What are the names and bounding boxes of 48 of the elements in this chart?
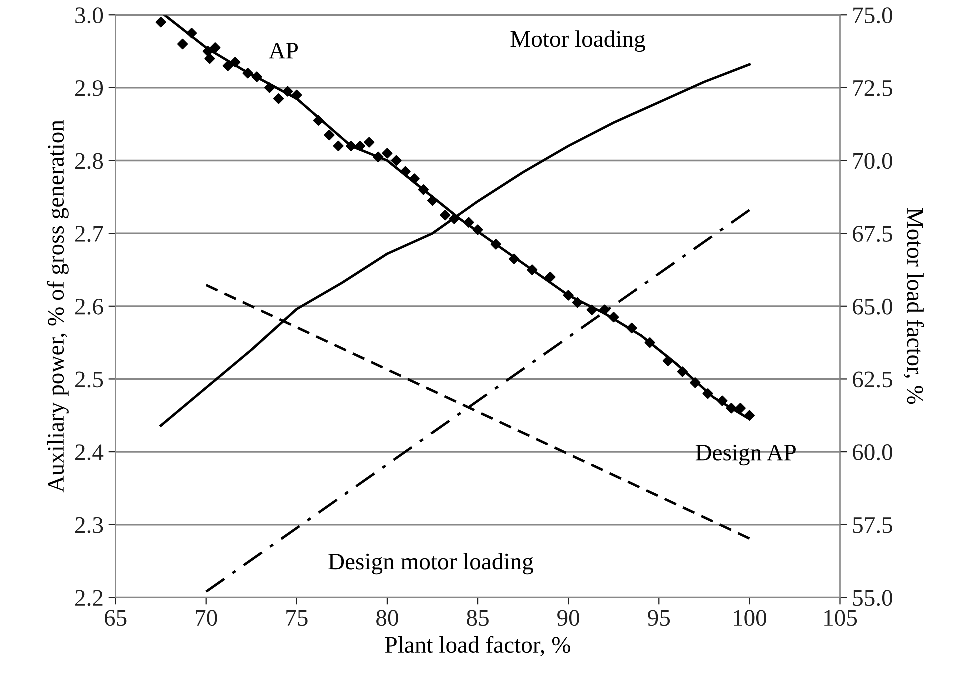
annotation: Motor loading <box>510 30 646 52</box>
x-tick-label: 95 <box>648 610 670 626</box>
y2-axis-title: Motor load factor, % <box>904 208 924 404</box>
y-tick-label: 2.6 <box>76 298 104 315</box>
y-tick-label: 2.9 <box>76 80 104 96</box>
y-tick-label: 2.2 <box>76 590 103 606</box>
y2-tick-label: 62.5 <box>853 372 892 388</box>
point <box>364 137 375 148</box>
point <box>440 210 451 221</box>
x-tick-label: 100 <box>734 610 766 626</box>
x-tick-label: 105 <box>824 610 858 626</box>
point <box>204 54 216 64</box>
x-tick-label: 70 <box>196 610 218 626</box>
annotation: AP <box>269 43 298 59</box>
x-tick-label: 65 <box>105 610 127 626</box>
y2-tick-label: 60.0 <box>853 444 892 461</box>
y-tick-label: 2.7 <box>76 226 104 242</box>
y2-tick-label: 67.5 <box>853 226 892 242</box>
point <box>156 17 166 28</box>
x-tick-label: 90 <box>558 610 580 626</box>
point <box>210 42 221 54</box>
point <box>273 94 284 104</box>
y-tick-label: 3.0 <box>76 8 104 24</box>
point <box>178 38 188 50</box>
y-axis-title: Auxiliary power, % of gross generation <box>47 120 69 493</box>
y2-tick-label: 75.0 <box>854 8 892 24</box>
annotation: Design AP <box>696 444 796 466</box>
point <box>391 155 402 166</box>
y-tick-label: 2.8 <box>76 153 104 170</box>
point <box>382 148 393 159</box>
x-tick-label: 80 <box>376 610 398 626</box>
y2-tick-label: 72.5 <box>854 80 892 96</box>
y2-tick-label: 55.0 <box>853 590 892 606</box>
point <box>324 130 335 141</box>
annotation: Design motor loading <box>328 553 534 575</box>
y2-tick-label: 70.0 <box>854 153 892 170</box>
y-tick-label: 2.4 <box>76 444 104 461</box>
point <box>735 403 746 414</box>
y2-tick-label: 65.0 <box>853 298 892 315</box>
x-axis-title: Plant load factor, % <box>385 636 571 656</box>
point <box>222 60 234 72</box>
point <box>333 140 344 152</box>
x-tick-label: 85 <box>467 610 489 626</box>
x-tick-label: 75 <box>286 610 308 626</box>
y-tick-label: 2.3 <box>76 517 104 534</box>
y2-tick-label: 57.5 <box>853 518 892 534</box>
y-tick-label: 2.5 <box>76 372 104 388</box>
point <box>545 272 556 283</box>
